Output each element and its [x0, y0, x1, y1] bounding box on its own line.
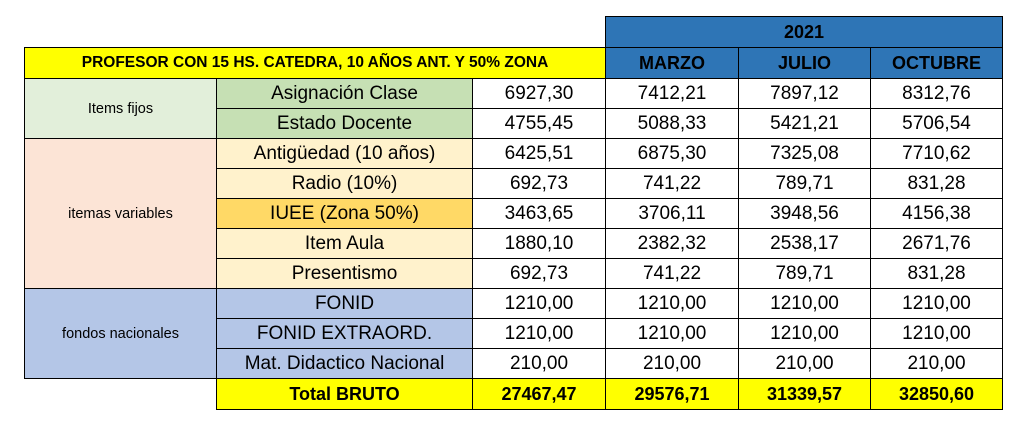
total-julio: 31339,57 — [738, 378, 871, 410]
base-value: 3463,65 — [472, 198, 606, 229]
month-value: 1210,00 — [605, 318, 739, 349]
month-value: 5088,33 — [605, 108, 739, 139]
item-label: Antigüedad (10 años) — [216, 138, 473, 169]
item-label: Estado Docente — [216, 108, 473, 139]
item-label: FONID — [216, 288, 473, 319]
blank-cell — [25, 379, 217, 410]
month-value: 2671,76 — [870, 228, 1003, 259]
month-header-marzo: MARZO — [605, 47, 739, 79]
table-row: Radio (10%) 692,73 741,22 789,71 831,28 — [25, 168, 1003, 199]
item-label: Radio (10%) — [216, 168, 473, 199]
table-row: Estado Docente 4755,45 5088,33 5421,21 5… — [25, 108, 1003, 139]
item-label: FONID EXTRAORD. — [216, 318, 473, 349]
month-value: 789,71 — [738, 258, 871, 289]
month-value: 6875,30 — [605, 138, 739, 169]
total-marzo: 29576,71 — [605, 378, 739, 410]
base-value: 6425,51 — [472, 138, 606, 169]
item-label: Item Aula — [216, 228, 473, 259]
total-row: Total BRUTO 27467,47 29576,71 31339,57 3… — [25, 378, 1003, 410]
table-row: itemas variables Antigüedad (10 años) 64… — [24, 138, 1003, 289]
month-value: 1210,00 — [738, 318, 871, 349]
month-value: 2382,32 — [605, 228, 739, 259]
table-row: IUEE (Zona 50%) 3463,65 3706,11 3948,56 … — [25, 198, 1003, 229]
group-label-fixed: Items fijos — [24, 78, 217, 139]
group-label-variable: itemas variables — [24, 138, 217, 289]
month-value: 5706,54 — [870, 108, 1003, 139]
base-value: 692,73 — [472, 258, 606, 289]
month-value: 1210,00 — [738, 288, 871, 319]
month-value: 210,00 — [870, 348, 1003, 379]
month-value: 8312,76 — [870, 78, 1003, 109]
total-octubre: 32850,60 — [870, 378, 1003, 410]
total-label: Total BRUTO — [216, 378, 473, 410]
month-value: 7710,62 — [870, 138, 1003, 169]
item-label: Mat. Didactico Nacional — [216, 348, 473, 379]
month-value: 3948,56 — [738, 198, 871, 229]
table-row: fondos nacionales FONID 1210,00 1210,00 … — [24, 288, 1003, 379]
month-value: 831,28 — [870, 258, 1003, 289]
table-row: Item Aula 1880,10 2382,32 2538,17 2671,7… — [25, 228, 1003, 259]
base-value: 1210,00 — [472, 288, 606, 319]
month-value: 7325,08 — [738, 138, 871, 169]
table-row: FONID EXTRAORD. 1210,00 1210,00 1210,00 … — [25, 318, 1003, 349]
item-label: Asignación Clase — [216, 78, 473, 109]
month-value: 5421,21 — [738, 108, 871, 139]
month-value: 1210,00 — [870, 288, 1003, 319]
month-value: 3706,11 — [605, 198, 739, 229]
month-value: 741,22 — [605, 258, 739, 289]
month-value: 210,00 — [605, 348, 739, 379]
month-value: 831,28 — [870, 168, 1003, 199]
month-header-octubre: OCTUBRE — [870, 47, 1003, 79]
month-value: 789,71 — [738, 168, 871, 199]
month-header-julio: JULIO — [738, 47, 871, 79]
blank-corner — [25, 17, 606, 48]
month-value: 1210,00 — [605, 288, 739, 319]
base-value: 210,00 — [472, 348, 606, 379]
month-value: 4156,38 — [870, 198, 1003, 229]
total-base: 27467,47 — [472, 378, 606, 410]
month-value: 1210,00 — [870, 318, 1003, 349]
salary-table: 2021 PROFESOR CON 15 HS. CATEDRA, 10 AÑO… — [24, 16, 1003, 410]
group-label-national: fondos nacionales — [24, 288, 217, 379]
item-label: Presentismo — [216, 258, 473, 289]
year-header: 2021 — [605, 16, 1003, 48]
month-value: 7412,21 — [605, 78, 739, 109]
base-value: 692,73 — [472, 168, 606, 199]
month-value: 2538,17 — [738, 228, 871, 259]
table-row: Presentismo 692,73 741,22 789,71 831,28 — [25, 258, 1003, 289]
base-value: 4755,45 — [472, 108, 606, 139]
base-value: 1210,00 — [472, 318, 606, 349]
month-value: 7897,12 — [738, 78, 871, 109]
month-value: 210,00 — [738, 348, 871, 379]
table-row: Items fijos Asignación Clase 6927,30 741… — [24, 78, 1003, 139]
base-value: 1880,10 — [472, 228, 606, 259]
month-value: 741,22 — [605, 168, 739, 199]
item-label: IUEE (Zona 50%) — [216, 198, 473, 229]
table-row: Mat. Didactico Nacional 210,00 210,00 21… — [25, 348, 1003, 379]
table-title: PROFESOR CON 15 HS. CATEDRA, 10 AÑOS ANT… — [24, 47, 606, 79]
base-value: 6927,30 — [472, 78, 606, 109]
